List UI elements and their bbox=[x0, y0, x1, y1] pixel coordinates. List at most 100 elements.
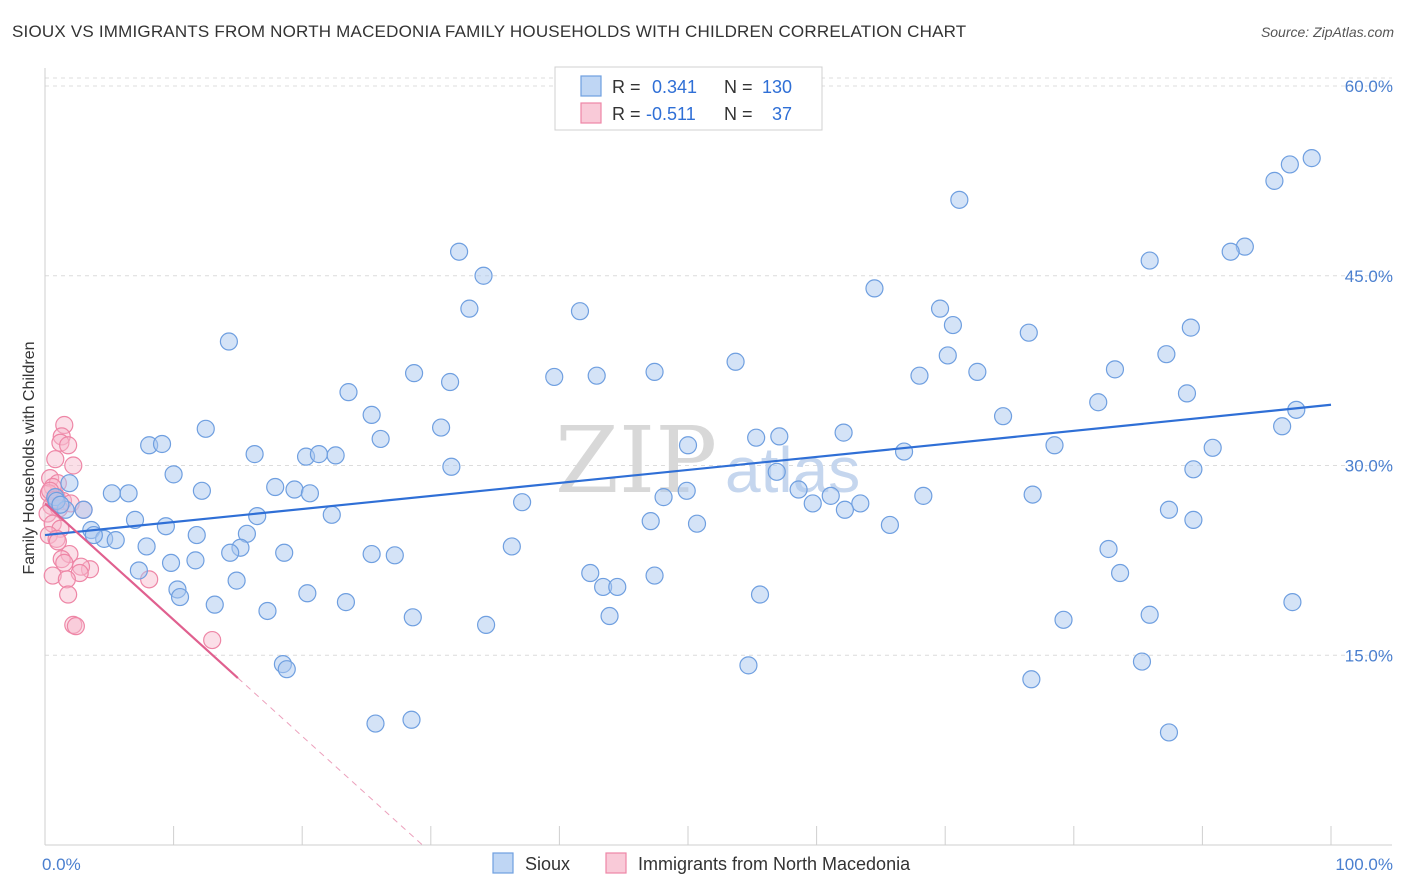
bottom-legend-swatch-sioux bbox=[492, 852, 514, 874]
sioux-point bbox=[336, 593, 356, 612]
legend-r-label-sioux: R = bbox=[612, 77, 641, 97]
macedonia-point bbox=[46, 450, 65, 469]
sioux-point bbox=[739, 656, 758, 675]
sioux-point bbox=[1023, 485, 1042, 504]
sioux-point bbox=[1110, 563, 1130, 583]
y-tick-label: 60.0% bbox=[1345, 77, 1393, 96]
sioux-point bbox=[993, 407, 1013, 426]
sioux-point bbox=[51, 495, 70, 514]
macedonia-point bbox=[66, 617, 85, 636]
y-tick-label: 15.0% bbox=[1345, 646, 1393, 665]
sioux-point bbox=[449, 242, 469, 261]
sioux-point bbox=[326, 446, 345, 465]
sioux-point bbox=[277, 660, 296, 679]
sioux-point bbox=[677, 481, 696, 500]
sioux-point bbox=[943, 315, 963, 335]
sioux-point bbox=[968, 362, 987, 381]
legend-r-value-sioux: 0.341 bbox=[652, 77, 697, 97]
sioux-point bbox=[1159, 500, 1179, 519]
sioux-point bbox=[60, 474, 79, 493]
sioux-point bbox=[687, 514, 707, 533]
chart-title: SIOUX VS IMMIGRANTS FROM NORTH MACEDONIA… bbox=[12, 22, 967, 41]
macedonia-point bbox=[64, 456, 83, 475]
sioux-point bbox=[938, 346, 957, 365]
y-tick-label: 45.0% bbox=[1345, 267, 1393, 286]
sioux-point bbox=[309, 445, 329, 464]
sioux-point bbox=[1203, 438, 1222, 457]
sioux-point bbox=[152, 434, 172, 454]
watermark-zip: ZIP bbox=[555, 407, 717, 514]
sioux-point bbox=[513, 493, 532, 512]
sioux-point bbox=[137, 537, 156, 556]
x-tick-label: 0.0% bbox=[42, 855, 81, 874]
sioux-point bbox=[440, 372, 460, 392]
y-axis-label: Family Households with Children bbox=[21, 342, 38, 575]
sioux-point bbox=[1105, 360, 1125, 379]
sioux-point bbox=[645, 362, 664, 381]
sioux-point bbox=[645, 566, 664, 585]
sioux-point bbox=[880, 515, 900, 535]
sioux-point bbox=[119, 484, 138, 503]
sioux-point bbox=[834, 423, 853, 442]
sioux-point bbox=[474, 266, 493, 285]
sioux-point bbox=[156, 517, 175, 536]
sioux-point bbox=[641, 512, 660, 531]
axes bbox=[44, 68, 1392, 846]
sioux-point bbox=[1177, 384, 1197, 403]
legend-n-label-macedonia: N = bbox=[724, 104, 753, 124]
bottom-legend-label-sioux: Sioux bbox=[525, 854, 570, 874]
sioux-point bbox=[403, 608, 422, 627]
y-tick-label: 30.0% bbox=[1345, 457, 1393, 476]
sioux-point bbox=[248, 506, 267, 526]
sioux-points bbox=[46, 149, 1321, 742]
sioux-point bbox=[258, 601, 277, 621]
x-tick-labels: 0.0% 100.0% bbox=[42, 855, 1393, 874]
trend-lines bbox=[44, 403, 1332, 846]
sioux-point bbox=[460, 299, 479, 318]
sioux-point bbox=[835, 500, 854, 519]
macedonia-point bbox=[203, 630, 222, 650]
sioux-point bbox=[219, 332, 238, 351]
sioux-point bbox=[1089, 393, 1108, 412]
sioux-point bbox=[600, 606, 619, 626]
sioux-trend-line bbox=[44, 403, 1332, 537]
sioux-point bbox=[339, 383, 358, 402]
sioux-point bbox=[1181, 318, 1200, 337]
sioux-point bbox=[102, 484, 121, 503]
sioux-point bbox=[385, 546, 404, 565]
macedonia-trend-extension bbox=[237, 677, 423, 846]
macedonia-point bbox=[59, 436, 78, 455]
sioux-point bbox=[74, 500, 93, 519]
sioux-point bbox=[570, 302, 590, 321]
sioux-point bbox=[245, 445, 264, 464]
sioux-point bbox=[608, 577, 627, 597]
sioux-point bbox=[442, 457, 461, 476]
sioux-point bbox=[186, 551, 205, 570]
sioux-point bbox=[205, 595, 224, 614]
sioux-point bbox=[227, 571, 246, 590]
sioux-point bbox=[1283, 593, 1302, 612]
sioux-point bbox=[1132, 652, 1152, 671]
sioux-point bbox=[266, 477, 285, 497]
sioux-point bbox=[161, 553, 181, 573]
sioux-point bbox=[300, 484, 320, 503]
sioux-point bbox=[930, 299, 950, 318]
sioux-point bbox=[362, 544, 381, 564]
sioux-point bbox=[1265, 171, 1284, 190]
sioux-point bbox=[164, 465, 183, 484]
sioux-point bbox=[545, 367, 564, 387]
macedonia-trend-line bbox=[44, 502, 239, 679]
legend-n-value-macedonia: 37 bbox=[772, 104, 792, 124]
sioux-point bbox=[362, 405, 381, 424]
sioux-point bbox=[322, 505, 341, 524]
sioux-point bbox=[747, 428, 766, 447]
sioux-point bbox=[767, 462, 786, 481]
macedonia-point bbox=[59, 585, 78, 604]
sioux-point bbox=[1140, 605, 1159, 624]
sioux-point bbox=[371, 429, 390, 449]
macedonia-point bbox=[71, 557, 91, 576]
sioux-point bbox=[587, 366, 606, 385]
sioux-point bbox=[476, 615, 496, 634]
sioux-point bbox=[678, 436, 698, 455]
